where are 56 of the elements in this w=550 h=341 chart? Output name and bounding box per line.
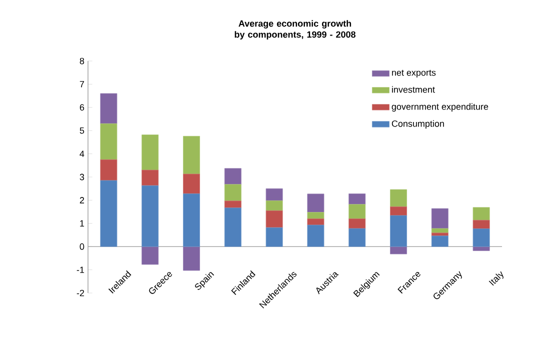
bar: [348, 194, 366, 205]
legend-label: government expenditure: [392, 103, 488, 112]
bar: [390, 246, 407, 254]
bar: [183, 174, 200, 194]
bar: [142, 170, 159, 186]
bar: [224, 184, 242, 202]
bar: [390, 215, 407, 247]
y-tick-label: 2: [80, 197, 84, 204]
x-tick-label: Italy: [488, 271, 504, 286]
y-tick-label: -2: [76, 290, 84, 296]
bar: [390, 206, 407, 216]
bar: [224, 168, 242, 185]
bar: [183, 246, 200, 271]
bar: [431, 228, 448, 234]
y-tick-label: -1: [76, 266, 84, 273]
y-tick-label: 5: [80, 127, 84, 134]
y-tick-label: 1: [80, 220, 84, 226]
bar: [100, 159, 118, 181]
bar: [348, 204, 366, 219]
chart-title: Average economic growth by components, 1999 - 2008: [234, 20, 356, 40]
bar: [472, 220, 490, 229]
y-tick-label: 7: [80, 81, 84, 88]
legend-label: Consumption: [392, 120, 444, 129]
y-tick-label: 8: [80, 58, 84, 64]
bar: [224, 208, 242, 247]
bar: [431, 208, 448, 229]
bar: [100, 180, 118, 247]
bar: [307, 212, 324, 219]
bar: [224, 200, 242, 208]
bar: [183, 136, 200, 174]
bar: [100, 93, 118, 124]
y-tick-label: 4: [80, 150, 84, 157]
bar: [100, 123, 118, 160]
y-tick-label: 0: [80, 243, 84, 250]
bar: [307, 218, 324, 226]
bar: [142, 185, 159, 247]
bar: [266, 227, 283, 247]
bar: [472, 228, 490, 247]
bar: [390, 189, 407, 207]
bar: [472, 207, 490, 220]
bar: [183, 194, 200, 247]
bar: [348, 228, 366, 247]
bar: [307, 194, 324, 212]
bar: [431, 236, 448, 247]
y-tick-label: 6: [80, 104, 84, 111]
legend-label: net exports: [392, 70, 436, 78]
bar: [266, 200, 283, 211]
legend-label: investment: [392, 86, 435, 93]
bar: [472, 246, 490, 251]
y-tick-label: 3: [80, 174, 84, 180]
bar: [142, 246, 159, 265]
bar: [142, 134, 159, 170]
bar: [266, 188, 283, 201]
bar: [348, 218, 366, 229]
bar: [307, 224, 324, 247]
bar: [266, 210, 283, 228]
